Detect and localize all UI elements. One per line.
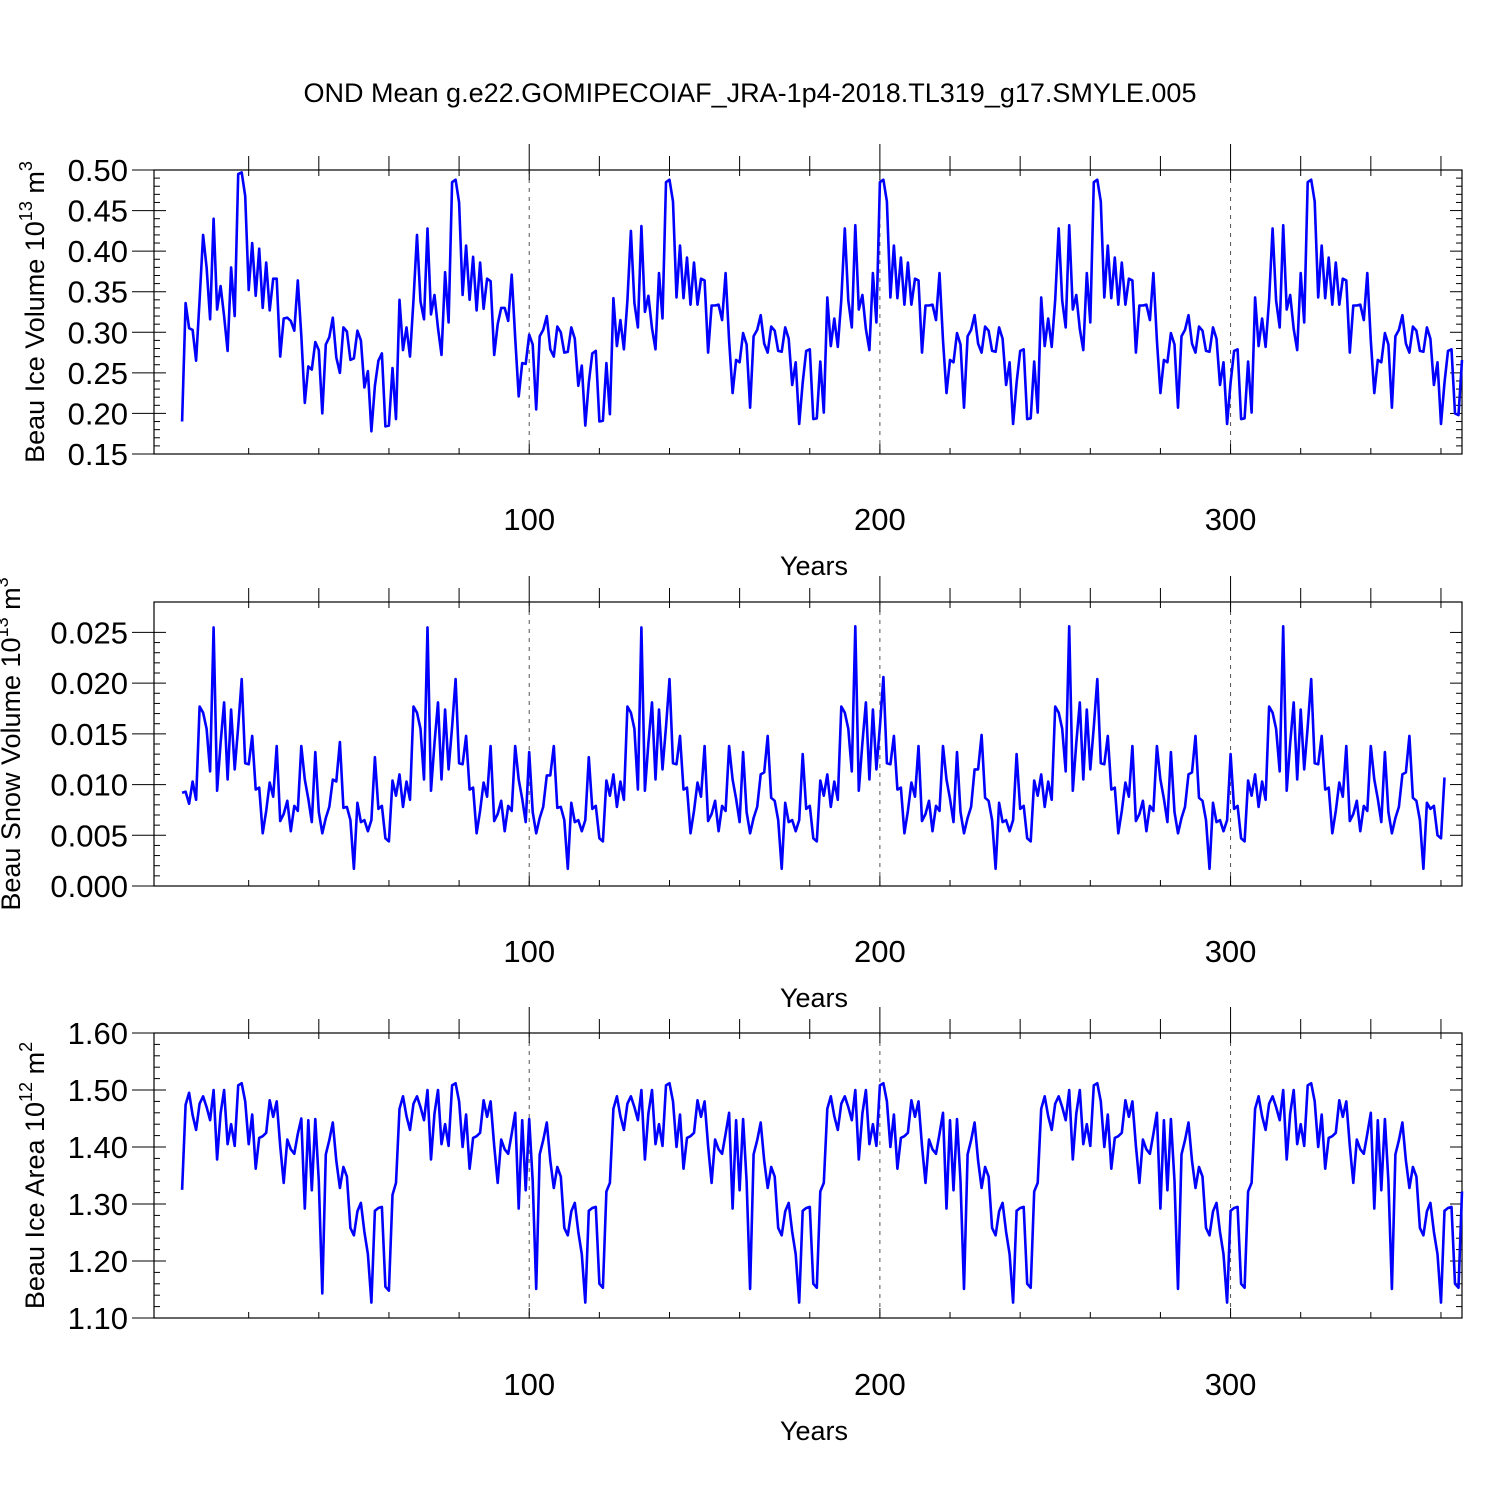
plot-frame xyxy=(153,169,1463,455)
x-tick-label: 200 xyxy=(854,934,906,969)
plot-frame xyxy=(153,601,1463,887)
y-tick-label: 0.015 xyxy=(50,717,128,752)
panel-ice-area: 1.10 1.20 1.30 1.40 1.50 1.60 100 200 300 Years Be… xyxy=(16,1007,1464,1446)
y-tick-label: 0.20 xyxy=(68,396,128,431)
y-axis-label-unit-exponent: 3 xyxy=(16,161,36,171)
y-tick-label: 0.45 xyxy=(68,194,128,229)
x-tick-label: 300 xyxy=(1205,1367,1257,1402)
y-tick-label: 0.15 xyxy=(68,437,128,472)
x-tick-label: 100 xyxy=(503,934,555,969)
y-tick-label: 0.025 xyxy=(50,615,128,650)
x-tick-label: 200 xyxy=(854,1367,906,1402)
y-tick-label: 0.25 xyxy=(68,356,128,391)
series-line xyxy=(180,1081,1464,1304)
x-tick-label: 300 xyxy=(1205,934,1257,969)
y-tick-label: 1.60 xyxy=(68,1016,128,1051)
y-axis-label: Beau Ice Volume 1013 m3 xyxy=(16,161,50,463)
x-axis-label: Years xyxy=(780,1416,848,1446)
panel-ice-volume: 0.15 0.20 0.25 0.30 0.35 0.40 0.45 0.50 100 200 30… xyxy=(16,144,1464,581)
panel-snow-volume: 0.000 0.005 0.010 0.015 0.020 0.025 100 200 300 Y… xyxy=(0,576,1463,1013)
y-tick-label: 1.40 xyxy=(68,1130,128,1165)
y-axis-label-text: Beau Ice Volume 10 xyxy=(20,221,50,463)
x-axis-label: Years xyxy=(780,983,848,1013)
y-tick-label: 0.005 xyxy=(50,818,128,853)
plot-frame xyxy=(153,1032,1463,1319)
y-axis-label: Beau Ice Area 1012 m2 xyxy=(16,1042,50,1309)
y-axis-label-exponent: 12 xyxy=(16,1082,36,1102)
y-tick-label: 0.010 xyxy=(50,768,128,803)
y-tick-label: 0.35 xyxy=(68,275,128,310)
figure-title: OND Mean g.e22.GOMIPECOIAF_JRA-1p4-2018.… xyxy=(303,78,1197,108)
y-axis-label-text: Beau Snow Volume 10 xyxy=(0,637,26,910)
series-line xyxy=(181,624,1446,871)
x-tick-label: 100 xyxy=(503,1367,555,1402)
x-tick-label: 100 xyxy=(503,502,555,537)
x-axis-label: Years xyxy=(780,551,848,581)
y-axis-label: Beau Snow Volume 1013 m3 xyxy=(0,577,26,910)
y-tick-label: 0.40 xyxy=(68,234,128,269)
y-axis-label-exponent: 13 xyxy=(0,617,12,637)
y-axis-label-unit: m xyxy=(20,171,50,201)
y-axis-label-unit-exponent: 3 xyxy=(0,577,12,587)
x-tick-label: 200 xyxy=(854,502,906,537)
y-tick-label: 1.10 xyxy=(68,1301,128,1336)
y-tick-label: 1.50 xyxy=(68,1073,128,1108)
y-tick-label: 0.30 xyxy=(68,315,128,350)
y-axis-label-exponent: 13 xyxy=(16,201,36,221)
y-tick-label: 1.20 xyxy=(68,1244,128,1279)
y-axis-label-text: Beau Ice Area 10 xyxy=(20,1102,50,1309)
y-axis-label-unit: m xyxy=(0,587,26,617)
y-axis-label-unit-exponent: 2 xyxy=(16,1042,36,1052)
y-tick-label: 0.000 xyxy=(50,869,128,904)
y-axis-label-unit: m xyxy=(20,1052,50,1082)
y-tick-label: 0.020 xyxy=(50,666,128,701)
series-line xyxy=(180,171,1464,433)
y-tick-label: 1.30 xyxy=(68,1187,128,1222)
y-tick-label: 0.50 xyxy=(68,153,128,188)
x-tick-label: 300 xyxy=(1205,502,1257,537)
